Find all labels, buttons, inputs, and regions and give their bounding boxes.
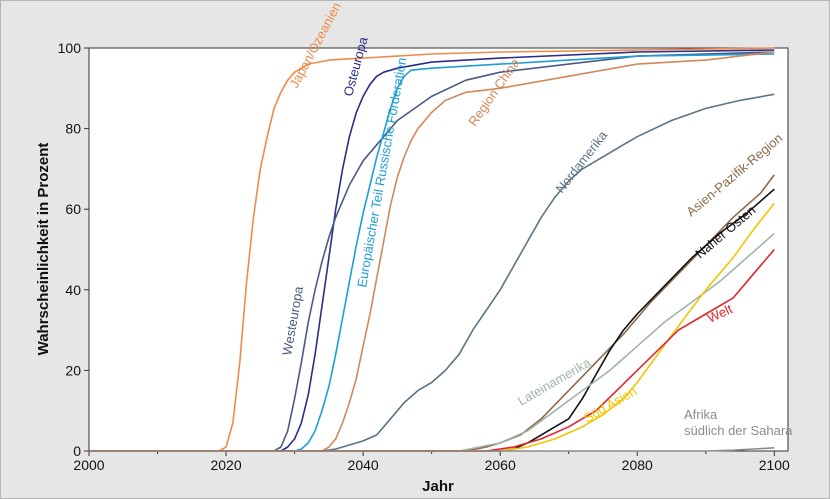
series-line-11	[89, 447, 775, 452]
series-line-1	[89, 49, 775, 452]
y-tick-label: 100	[58, 40, 82, 56]
y-tick-label: 80	[65, 121, 81, 137]
series-label-11: Afrika	[684, 407, 718, 422]
x-tick-label: 2080	[622, 457, 653, 473]
series-line-9	[89, 202, 775, 452]
x-tick-label: 2100	[759, 457, 790, 473]
y-tick-label: 0	[73, 443, 81, 459]
y-axis-label: Wahrscheinlichkeit in Prozent	[35, 143, 52, 356]
series-line-3	[89, 53, 775, 452]
x-tick-label: 2020	[210, 457, 241, 473]
series-line-5	[89, 93, 775, 452]
series-line-2	[89, 51, 775, 452]
plot-area	[88, 47, 789, 452]
y-tick-label: 60	[65, 201, 81, 217]
series-line-6	[89, 174, 775, 452]
series-lines	[89, 47, 775, 452]
x-tick-label: 2060	[485, 457, 516, 473]
series-line-0	[89, 47, 775, 452]
series-line-4	[89, 51, 775, 452]
y-tick-label: 20	[65, 362, 81, 378]
y-tick-label: 40	[65, 282, 81, 298]
series-line-10	[89, 248, 775, 452]
series-line-8	[89, 232, 775, 452]
x-axis-label: Jahr	[422, 478, 454, 495]
x-tick-label: 2000	[73, 457, 104, 473]
x-tick-label: 2040	[348, 457, 379, 473]
series-label-12: südlich der Sahara	[684, 423, 793, 438]
